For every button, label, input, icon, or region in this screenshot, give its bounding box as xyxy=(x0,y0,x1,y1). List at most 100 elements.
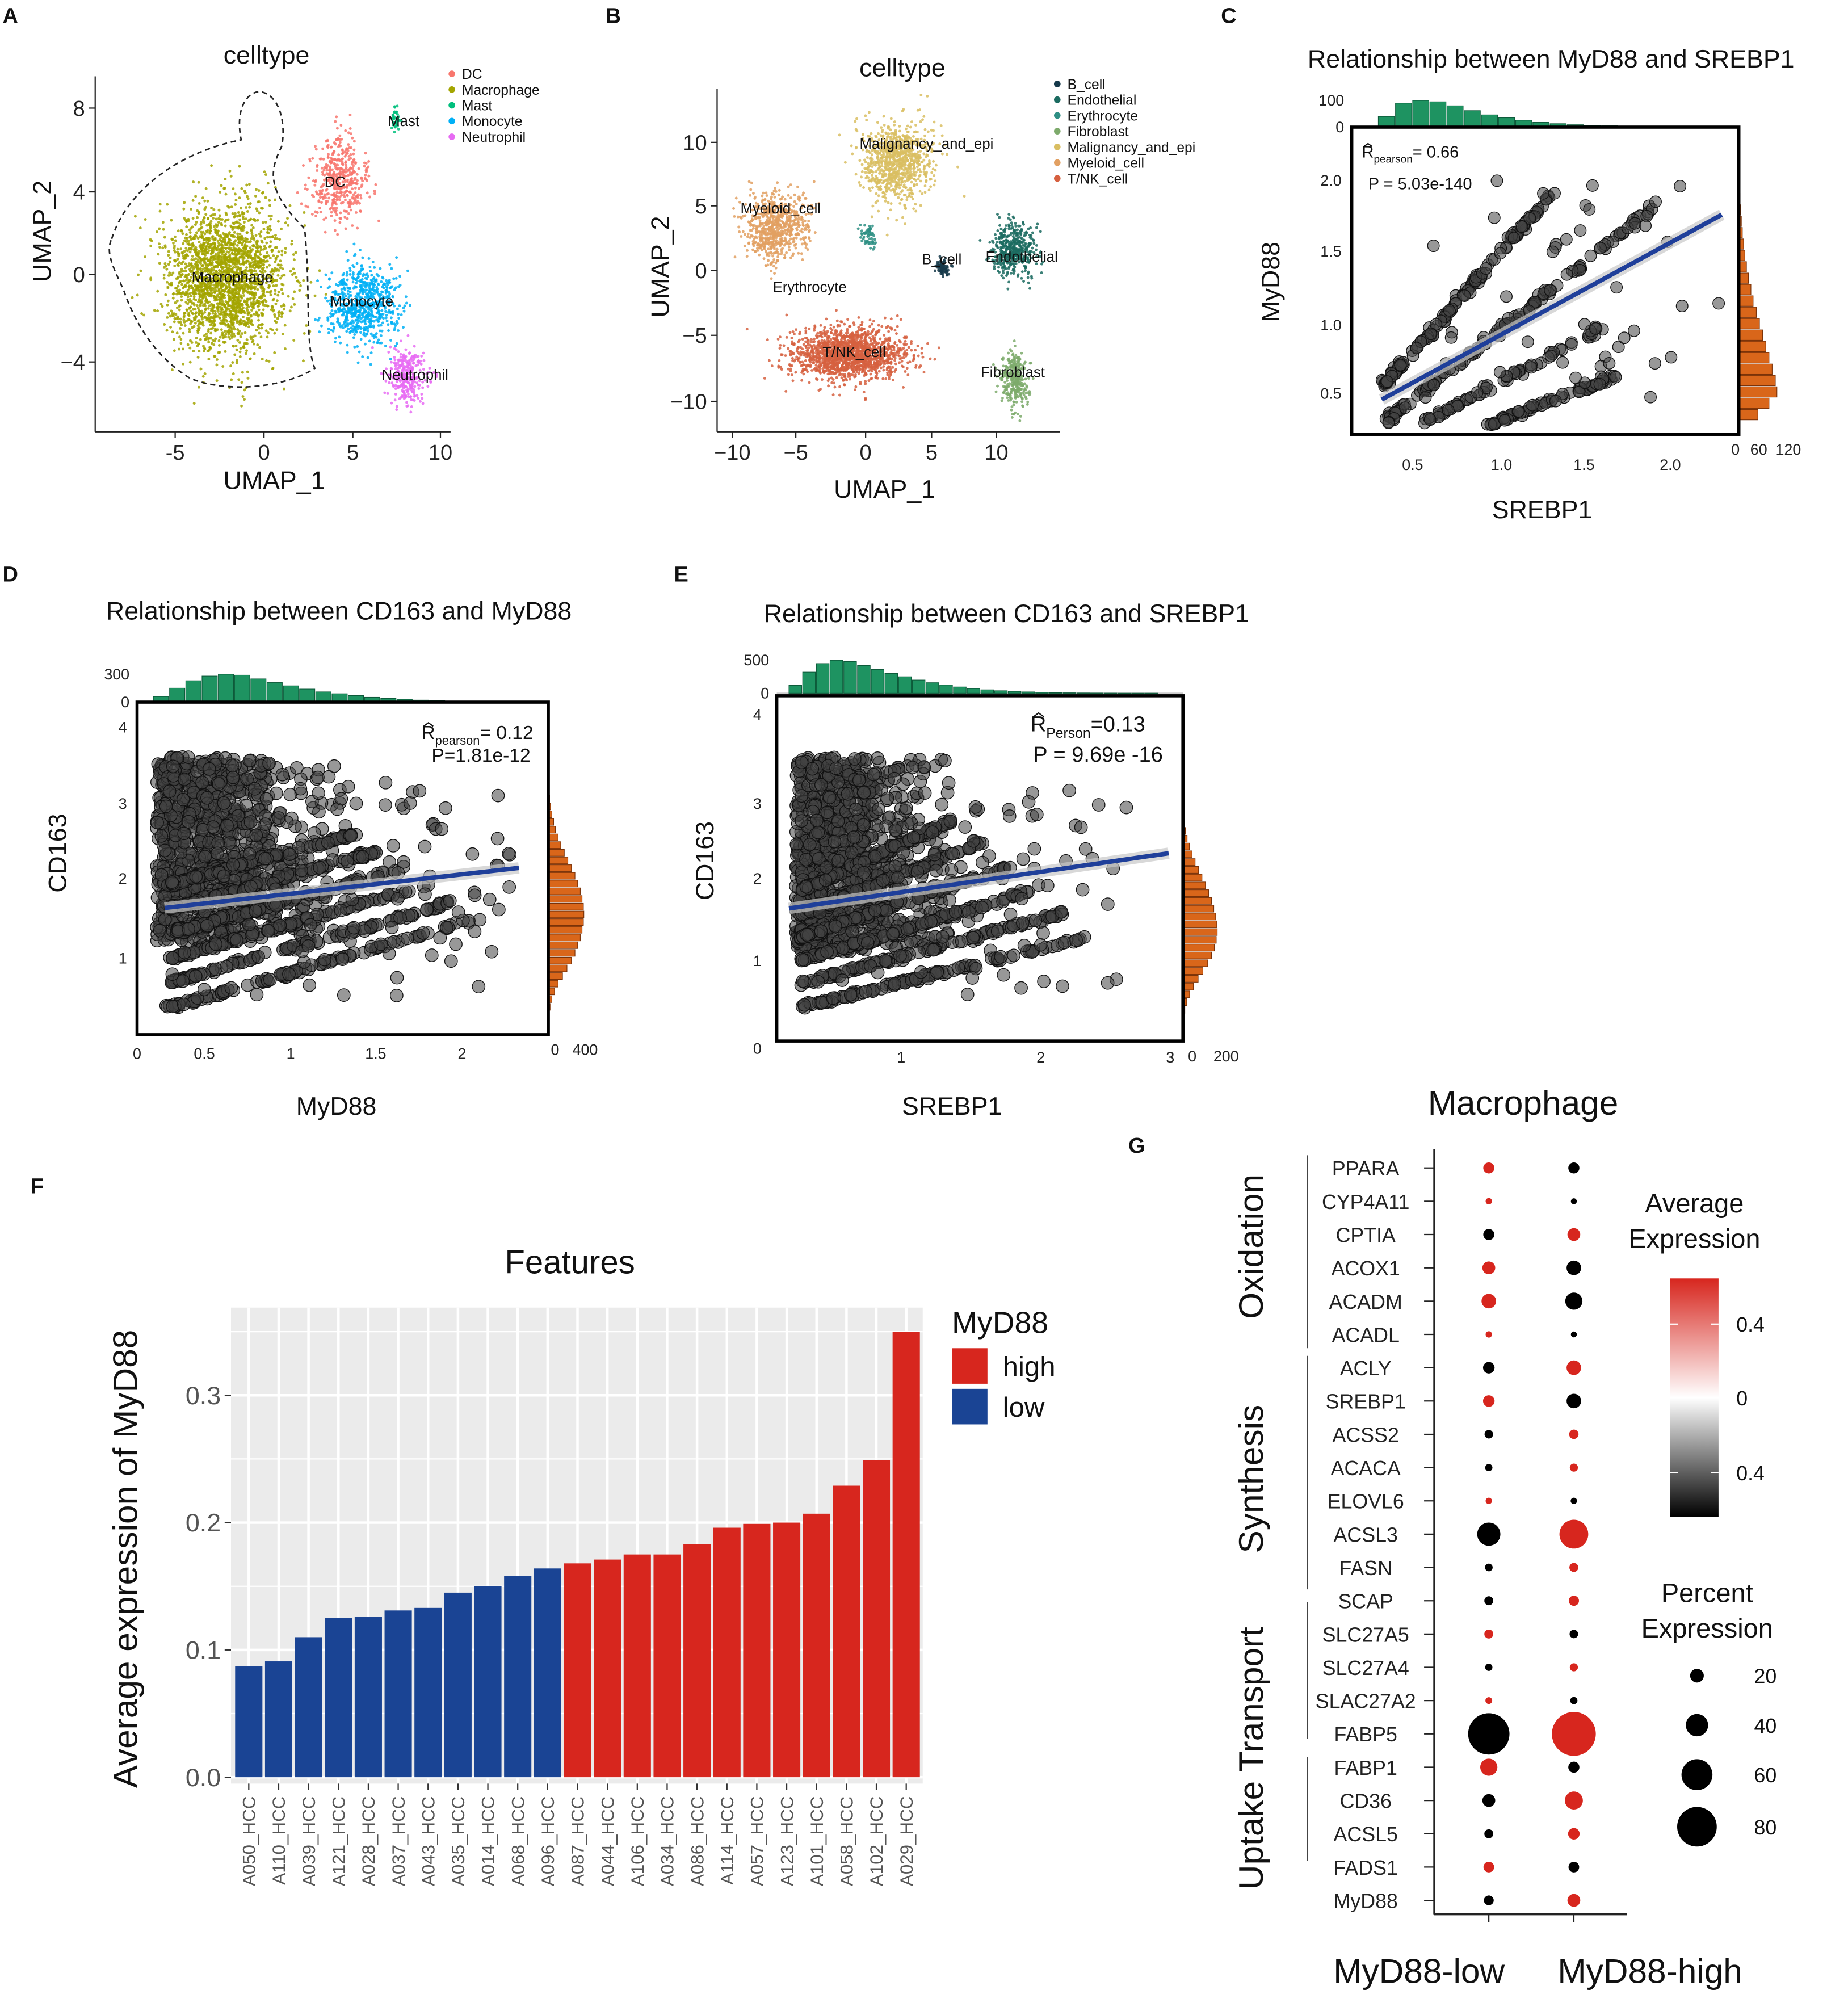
umap-point xyxy=(263,170,266,174)
umap-point xyxy=(330,271,334,275)
umap-point xyxy=(419,363,423,366)
umap-point xyxy=(196,307,200,310)
umap-point xyxy=(219,191,222,194)
umap-point xyxy=(238,255,242,259)
umap-point xyxy=(1023,269,1027,272)
umap-point xyxy=(209,262,212,265)
umap-point xyxy=(237,241,240,245)
umap-point xyxy=(256,343,259,346)
umap-point xyxy=(142,313,146,317)
umap-point xyxy=(246,195,249,198)
panel-a-x-label: UMAP_1 xyxy=(224,467,325,494)
umap-point xyxy=(221,258,225,262)
umap-point xyxy=(1018,224,1022,228)
umap-point xyxy=(198,250,201,253)
umap-point xyxy=(212,217,215,220)
umap-point xyxy=(245,206,248,209)
umap-point xyxy=(209,289,213,293)
legend-dot xyxy=(448,133,455,140)
umap-point xyxy=(1004,241,1007,245)
umap-point xyxy=(1007,359,1011,363)
umap-point xyxy=(1022,280,1026,283)
umap-point xyxy=(213,225,216,228)
umap-point xyxy=(166,203,169,206)
umap-point xyxy=(250,224,254,227)
umap-point xyxy=(1019,395,1023,398)
umap-point xyxy=(204,213,208,216)
umap-point xyxy=(233,192,237,196)
umap-point xyxy=(385,313,388,317)
umap-point xyxy=(937,269,940,272)
umap-point xyxy=(295,276,298,279)
umap-point xyxy=(233,212,237,215)
umap-point xyxy=(1021,405,1024,408)
umap-point xyxy=(232,345,235,347)
umap-point xyxy=(256,255,259,258)
umap-point xyxy=(249,357,252,360)
umap-point xyxy=(369,323,372,326)
umap-point xyxy=(234,199,238,202)
umap-point xyxy=(196,320,200,323)
umap-point xyxy=(318,330,321,334)
umap-point xyxy=(257,200,261,203)
umap-point xyxy=(200,259,203,262)
panel-a-points xyxy=(131,104,438,414)
umap-point xyxy=(209,229,212,232)
umap-point xyxy=(871,241,875,245)
umap-point xyxy=(195,311,198,314)
umap-point xyxy=(352,193,355,196)
umap-point xyxy=(370,274,373,277)
umap-point xyxy=(396,361,400,364)
umap-point xyxy=(281,292,284,295)
umap-point xyxy=(367,174,371,178)
umap-point xyxy=(236,215,239,218)
umap-point xyxy=(220,328,223,331)
umap-point xyxy=(942,275,945,278)
umap-point xyxy=(326,140,329,143)
umap-point xyxy=(191,242,194,245)
umap-point xyxy=(246,370,249,373)
umap-point xyxy=(234,266,237,269)
umap-point xyxy=(387,351,390,354)
umap-point xyxy=(345,194,348,197)
umap-point xyxy=(326,156,330,159)
umap-point xyxy=(266,182,270,185)
umap-point xyxy=(190,262,193,266)
umap-point xyxy=(201,196,204,200)
umap-point xyxy=(215,261,219,265)
umap-point xyxy=(262,308,265,312)
umap-point xyxy=(236,243,239,247)
umap-point xyxy=(179,317,182,321)
umap-point xyxy=(242,315,245,318)
legend-label: Mast xyxy=(462,98,492,114)
umap-point xyxy=(276,220,280,223)
umap-point xyxy=(324,293,327,296)
umap-point xyxy=(249,217,253,221)
umap-point xyxy=(377,338,380,342)
umap-point xyxy=(351,264,355,267)
umap-point xyxy=(274,292,277,296)
umap-point xyxy=(379,341,381,345)
umap-point xyxy=(190,226,193,230)
umap-point xyxy=(996,269,999,272)
umap-point xyxy=(1024,230,1028,234)
umap-point xyxy=(249,250,253,253)
umap-point xyxy=(209,331,213,335)
umap-point xyxy=(324,178,327,181)
umap-point xyxy=(228,238,231,241)
cluster-label: Mast xyxy=(388,114,419,129)
umap-point xyxy=(266,236,269,239)
umap-point xyxy=(1006,396,1009,400)
umap-point xyxy=(348,331,352,334)
umap-point xyxy=(167,312,170,315)
umap-point xyxy=(178,304,182,308)
umap-point xyxy=(354,286,358,289)
umap-point xyxy=(245,183,249,187)
umap-point xyxy=(363,165,366,168)
umap-point xyxy=(243,191,247,195)
umap-point xyxy=(284,247,287,250)
umap-point xyxy=(346,217,349,220)
umap-point xyxy=(245,266,248,270)
umap-point xyxy=(180,283,184,286)
umap-point xyxy=(359,331,363,334)
